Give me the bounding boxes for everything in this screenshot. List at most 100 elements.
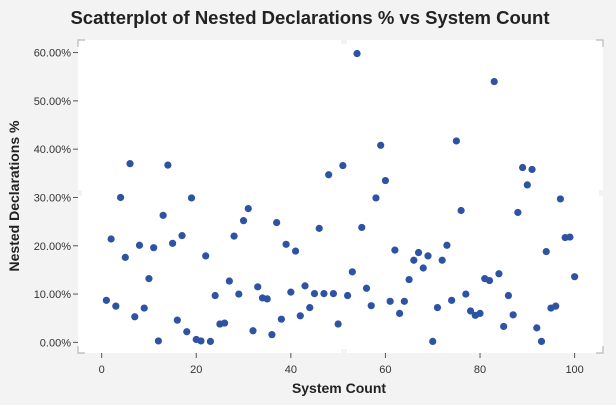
data-point bbox=[178, 232, 186, 240]
x-tick-label: 100 bbox=[565, 364, 583, 376]
data-point bbox=[225, 277, 233, 285]
data-point bbox=[391, 246, 399, 254]
data-point bbox=[509, 311, 517, 319]
data-point bbox=[183, 328, 191, 336]
data-point bbox=[301, 282, 309, 290]
data-point bbox=[500, 322, 508, 331]
data-point bbox=[362, 284, 371, 292]
data-point bbox=[537, 337, 546, 346]
data-point bbox=[249, 327, 257, 335]
data-point bbox=[396, 309, 404, 317]
data-point bbox=[254, 283, 262, 291]
data-point bbox=[556, 195, 565, 203]
data-point bbox=[187, 194, 196, 202]
data-point bbox=[466, 307, 475, 315]
data-point bbox=[221, 319, 229, 327]
data-point bbox=[145, 275, 153, 283]
data-point bbox=[381, 176, 390, 185]
data-point bbox=[429, 337, 437, 346]
data-point bbox=[202, 252, 210, 260]
data-point bbox=[542, 247, 550, 256]
data-point bbox=[126, 160, 134, 168]
data-point bbox=[164, 161, 172, 169]
data-point bbox=[348, 268, 356, 276]
data-point bbox=[244, 204, 252, 213]
data-point bbox=[514, 208, 522, 217]
data-point bbox=[239, 217, 248, 225]
data-point bbox=[325, 171, 333, 179]
data-point bbox=[410, 256, 418, 264]
data-point bbox=[438, 256, 446, 264]
data-point bbox=[287, 288, 295, 296]
data-point bbox=[504, 291, 513, 300]
y-axis-title: Nested Declarations % bbox=[6, 120, 22, 271]
data-point bbox=[150, 244, 158, 252]
y-tick-label: 60.00% bbox=[34, 48, 72, 60]
data-point bbox=[433, 303, 442, 312]
data-point bbox=[235, 290, 243, 298]
data-point bbox=[131, 313, 139, 321]
plot-area bbox=[78, 40, 603, 353]
data-point bbox=[495, 270, 503, 278]
data-point bbox=[552, 302, 560, 310]
data-point bbox=[116, 193, 125, 202]
data-point bbox=[448, 296, 456, 304]
data-point bbox=[263, 295, 271, 303]
data-point bbox=[353, 49, 361, 58]
data-point bbox=[107, 235, 115, 243]
data-point bbox=[424, 252, 432, 260]
data-point bbox=[419, 264, 427, 272]
data-point bbox=[154, 337, 163, 345]
data-point bbox=[414, 248, 423, 257]
y-tick-label: 20.00% bbox=[34, 241, 72, 253]
data-point bbox=[135, 241, 144, 249]
data-point bbox=[533, 324, 541, 332]
x-tick-label: 20 bbox=[190, 364, 202, 376]
data-point bbox=[310, 289, 319, 298]
data-point bbox=[343, 291, 352, 300]
y-tick-label: 50.00% bbox=[34, 96, 72, 108]
data-point bbox=[268, 331, 276, 339]
data-point bbox=[296, 312, 304, 320]
data-point bbox=[197, 337, 205, 345]
data-point bbox=[230, 232, 238, 240]
x-tick-label: 0 bbox=[99, 364, 105, 376]
data-point bbox=[523, 181, 531, 189]
data-point bbox=[277, 315, 285, 323]
x-axis: 0 20 40 60 80 100 bbox=[99, 353, 584, 376]
data-point bbox=[329, 289, 338, 298]
data-point bbox=[173, 316, 181, 324]
data-point bbox=[320, 289, 328, 298]
data-point bbox=[121, 253, 129, 261]
y-axis: 0.00% 10.00% 20.00% 30.00% 40.00% 50.00% 60.00… bbox=[34, 48, 78, 349]
data-point bbox=[211, 291, 219, 300]
data-point bbox=[457, 206, 465, 215]
data-point bbox=[443, 241, 451, 249]
data-point bbox=[405, 275, 413, 284]
data-point bbox=[490, 77, 498, 86]
plot-corner-marks bbox=[77, 39, 604, 354]
data-point bbox=[334, 320, 342, 328]
x-tick-label: 80 bbox=[474, 364, 486, 376]
y-tick-label: 30.00% bbox=[34, 192, 72, 204]
y-tick-label: 40.00% bbox=[34, 144, 72, 156]
data-point bbox=[372, 194, 380, 202]
data-point bbox=[528, 165, 536, 174]
data-point bbox=[159, 211, 167, 219]
data-point bbox=[386, 297, 394, 305]
y-tick-label: 0.00% bbox=[40, 337, 71, 349]
data-point bbox=[282, 240, 290, 248]
data-point bbox=[315, 224, 323, 232]
x-tick-label: 60 bbox=[379, 364, 391, 376]
data-point bbox=[571, 273, 579, 281]
data-point bbox=[400, 297, 408, 305]
data-point bbox=[339, 161, 347, 170]
y-tick-label: 10.00% bbox=[34, 289, 72, 301]
data-point bbox=[566, 233, 574, 241]
data-point bbox=[462, 290, 470, 298]
data-point bbox=[273, 218, 281, 227]
data-point bbox=[102, 296, 110, 304]
data-point bbox=[306, 303, 314, 312]
data-point bbox=[518, 163, 527, 172]
